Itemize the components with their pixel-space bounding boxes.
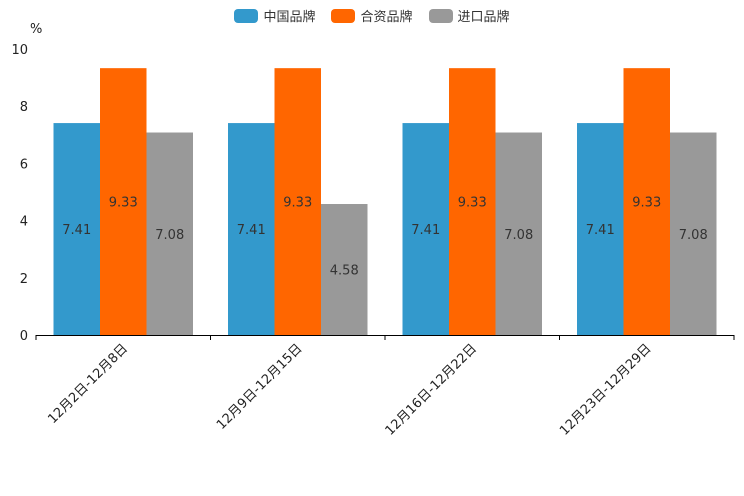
bar-1-3[interactable]: [623, 68, 671, 336]
x-tick-label: 12月2日-12月8日: [45, 341, 131, 427]
bar-2-2[interactable]: [495, 132, 543, 335]
bar-value-label: 9.33: [632, 196, 661, 211]
legend-item-china-brand[interactable]: 中国品牌: [234, 6, 315, 25]
legend-swatch-china-brand: [234, 8, 259, 23]
bar-value-label: 9.33: [109, 196, 138, 211]
bar-value-label: 7.41: [237, 223, 266, 238]
bar-value-label: 7.41: [62, 223, 91, 238]
legend-label-china-brand: 中国品牌: [263, 10, 316, 25]
bar-0-2[interactable]: [402, 123, 450, 335]
legend-item-joint-venture-brand[interactable]: 合资品牌: [331, 6, 413, 25]
x-axis: 12月2日-12月8日 12月9日-12月15日 12月16日-12月22日 12月2…: [35, 335, 735, 439]
bar-2-1[interactable]: [321, 204, 368, 335]
y-tick-label: 8: [20, 100, 28, 115]
x-tick-label: 12月9日-12月15日: [214, 341, 306, 433]
legend-label-joint-venture-brand: 合资品牌: [360, 10, 413, 25]
y-axis-unit-label: %: [30, 22, 42, 37]
y-tick-label: 4: [20, 215, 28, 230]
bar-value-label: 9.33: [283, 196, 312, 211]
y-tick-label: 6: [20, 157, 28, 172]
x-tick-label: 12月23日-12月29日: [557, 341, 654, 438]
bar-0-0[interactable]: [53, 123, 101, 335]
bar-value-label: 4.58: [330, 264, 359, 279]
bars: 7.41 9.33 7.08 7.41 9.33 4.58 7.41 9.33 7.08 7.41…: [53, 68, 717, 336]
y-axis-ticks: 0 2 4 6 8 10: [11, 43, 28, 344]
bar-value-label: 7.08: [155, 228, 184, 243]
bar-2-3[interactable]: [670, 132, 717, 335]
legend-label-import-brand: 进口品牌: [457, 10, 510, 25]
bar-value-label: 7.08: [504, 228, 533, 243]
legend-item-import-brand[interactable]: 进口品牌: [428, 6, 510, 25]
bar-value-label: 9.33: [458, 196, 487, 211]
bar-1-1[interactable]: [274, 68, 322, 336]
bar-2-0[interactable]: [146, 132, 194, 335]
legend-swatch-import-brand: [428, 8, 453, 23]
y-tick-label: 0: [20, 329, 28, 344]
bar-value-label: 7.41: [586, 223, 615, 238]
x-tick-label: 12月16日-12月22日: [383, 341, 480, 438]
legend-swatch-joint-venture-brand: [331, 8, 356, 23]
bar-value-label: 7.08: [679, 228, 708, 243]
bar-value-label: 7.41: [411, 223, 440, 238]
bar-0-3[interactable]: [577, 123, 624, 335]
y-tick-label: 2: [20, 272, 28, 287]
y-tick-label: 10: [11, 43, 28, 58]
legend: 中国品牌 合资品牌 进口品牌: [0, 6, 744, 25]
bar-1-0[interactable]: [100, 68, 147, 336]
bar-1-2[interactable]: [449, 68, 496, 336]
bar-0-1[interactable]: [228, 123, 275, 335]
